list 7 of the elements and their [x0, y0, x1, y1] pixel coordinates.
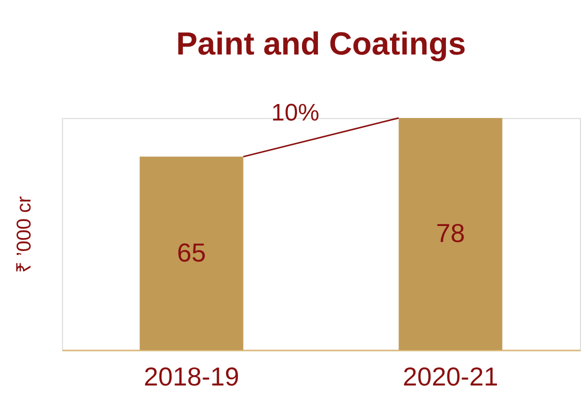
annotation: 10%: [271, 99, 320, 126]
x-tick-label: 2020-21: [402, 362, 498, 392]
y-axis-title: ₹ ’000 cr: [14, 196, 36, 273]
x-tick-label: 2018-19: [144, 362, 240, 392]
data-label: 78: [436, 218, 465, 248]
data-label: 65: [177, 237, 206, 268]
chart-title: Paint and Coatings: [176, 25, 466, 62]
